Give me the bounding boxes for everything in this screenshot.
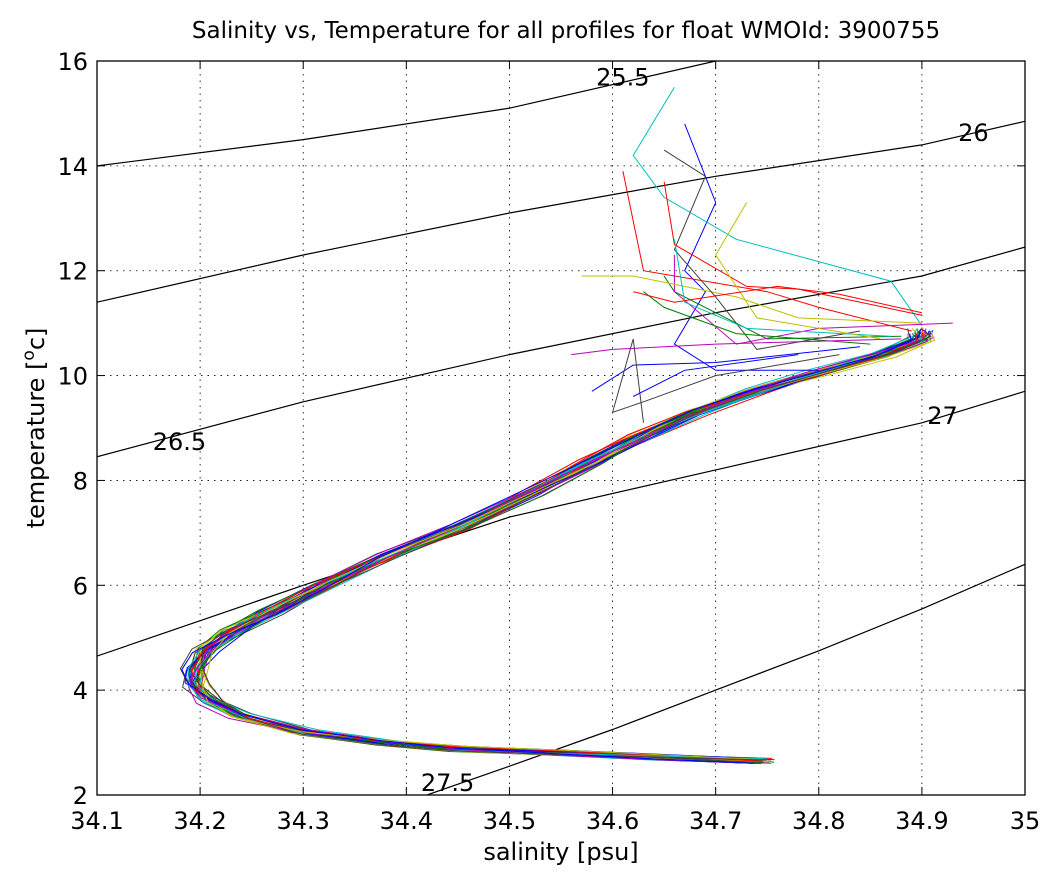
profile-upper-line xyxy=(632,86,923,327)
profile-line xyxy=(181,333,913,764)
density-contour-line xyxy=(97,61,716,167)
density-contour-line xyxy=(97,390,1025,657)
density-contour-label: 27 xyxy=(927,402,958,430)
x-tick-label: 34.7 xyxy=(689,807,742,835)
x-tick-label: 34.6 xyxy=(586,807,639,835)
x-tick-label: 34.5 xyxy=(483,807,536,835)
density-contour-label: 26 xyxy=(958,119,989,147)
x-tick-label: 35 xyxy=(1010,807,1041,835)
profile-upper-line xyxy=(633,285,923,314)
density-contour-label: 26.5 xyxy=(153,428,206,456)
y-tick-label: 4 xyxy=(73,677,88,705)
y-tick-label: 14 xyxy=(57,153,88,181)
density-contour-label: 25.5 xyxy=(596,64,649,92)
y-axis-label: temperature [oc] xyxy=(19,328,50,529)
profile-upper-line xyxy=(643,291,871,345)
density-contour-line xyxy=(426,563,1025,795)
profile-upper-line xyxy=(581,275,922,324)
profile-upper-line xyxy=(571,338,902,356)
profile-upper-line xyxy=(663,275,902,340)
y-tick-label: 2 xyxy=(73,782,88,810)
axis-ticks xyxy=(96,60,1026,796)
y-tick-label: 6 xyxy=(73,572,88,600)
profile-line xyxy=(201,328,932,761)
y-tick-label: 12 xyxy=(57,258,88,286)
profile-upper-line xyxy=(673,239,892,337)
y-tick-label: 16 xyxy=(57,48,88,76)
profile-upper-line xyxy=(611,338,840,423)
y-tick-label: 8 xyxy=(73,467,88,495)
x-tick-label: 34.3 xyxy=(277,807,330,835)
x-tick-label: 34.1 xyxy=(70,807,123,835)
y-axis-label-sup: o xyxy=(19,350,39,360)
x-axis-label: salinity [psu] xyxy=(483,838,638,866)
x-tick-labels: 34.1 34.2 34.3 34.4 34.5 34.6 34.7 34.8 34.9 35 xyxy=(70,807,1040,835)
plot-frame xyxy=(96,60,1026,796)
chart-title: Salinity vs, Temperature for all profile… xyxy=(192,18,940,44)
density-contours xyxy=(97,61,1025,795)
x-tick-label: 34.2 xyxy=(173,807,226,835)
density-contour-labels: 25.5 26 26.5 27 27.5 xyxy=(153,64,989,797)
profile-upper-line xyxy=(622,170,912,332)
y-axis-label-main: temperature [ xyxy=(22,361,50,529)
profile-upper-line xyxy=(632,354,799,397)
density-contour-line xyxy=(97,246,1025,458)
y-tick-label: 10 xyxy=(57,363,88,391)
profile-upper-line xyxy=(663,149,861,350)
profiles xyxy=(179,86,953,764)
profile-upper-line xyxy=(663,181,923,316)
density-contour-line xyxy=(97,120,1025,303)
profile-upper-line xyxy=(673,123,819,371)
y-axis-label-tail: c] xyxy=(22,328,50,351)
x-tick-label: 34.8 xyxy=(792,807,845,835)
profile-upper-line xyxy=(673,255,953,345)
profile-upper-line xyxy=(715,202,881,340)
x-tick-label: 34.9 xyxy=(895,807,948,835)
x-tick-label: 34.4 xyxy=(380,807,433,835)
profile-upper-line xyxy=(591,346,861,392)
density-contour-label: 27.5 xyxy=(421,769,474,797)
y-tick-labels: 2 4 6 8 10 12 14 16 xyxy=(57,48,88,810)
